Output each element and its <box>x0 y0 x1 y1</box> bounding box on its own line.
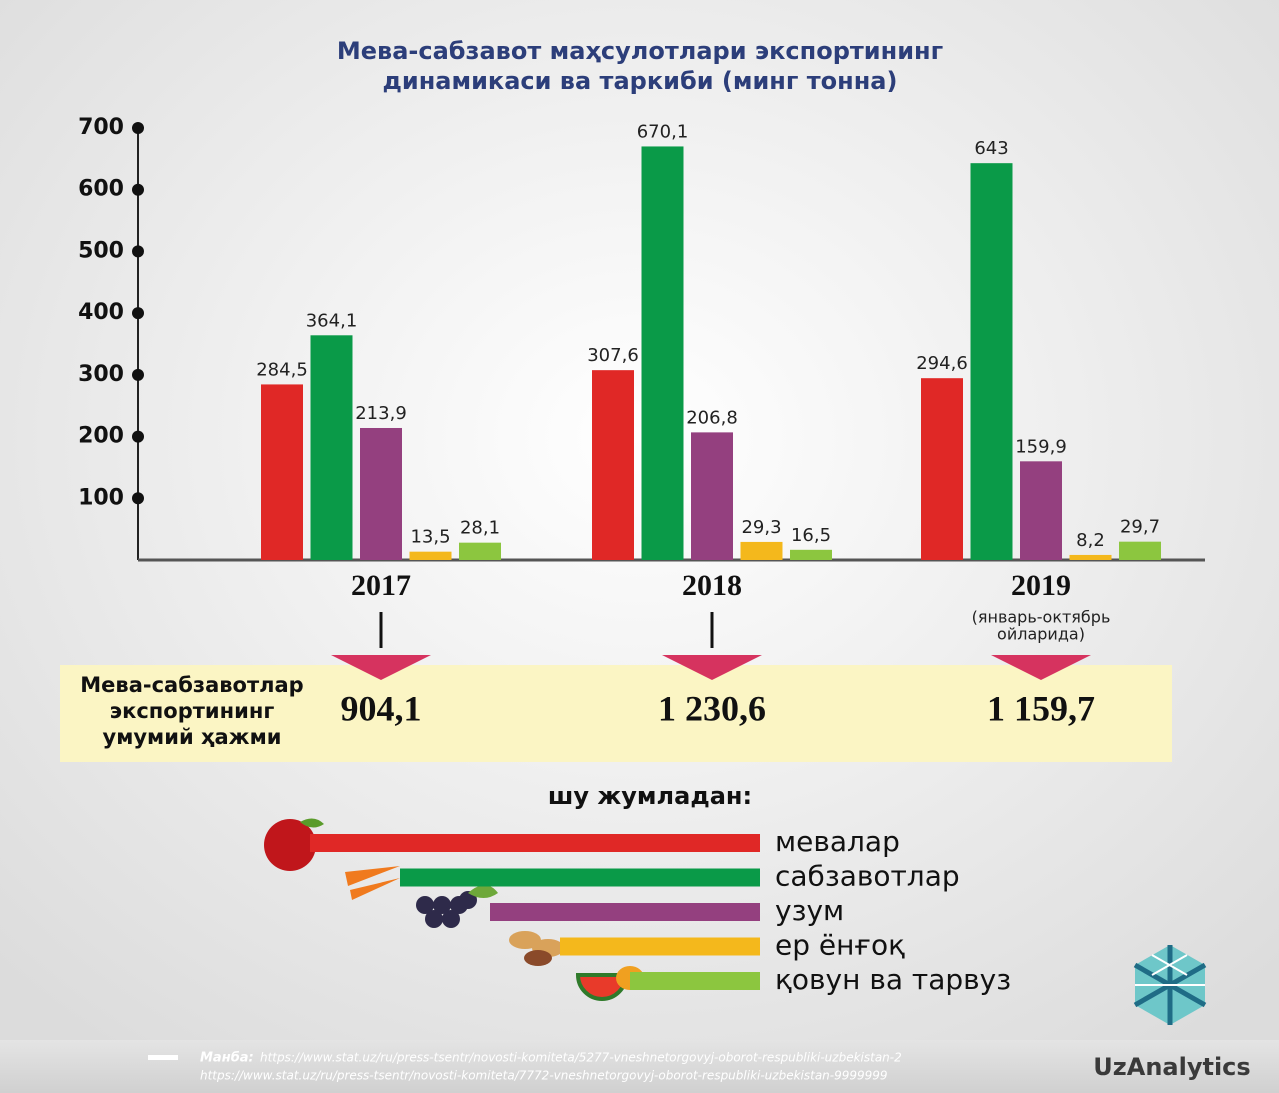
bar <box>921 378 963 560</box>
brand: UzAnalytics <box>1093 1053 1250 1081</box>
value-label: 13,5 <box>410 527 450 548</box>
value-label: 213,9 <box>355 403 407 424</box>
legend-swatch <box>560 938 760 956</box>
legend-swatch <box>630 972 760 990</box>
value-label: 284,5 <box>256 359 308 380</box>
total-value: 1 230,6 <box>658 688 766 728</box>
total-label: умумий ҳажми <box>103 725 282 749</box>
legend-swatch <box>490 903 760 921</box>
bar <box>741 542 783 560</box>
infographic: Мева-сабзавот маҳсулотлари экспортинингд… <box>0 0 1279 1093</box>
y-tick-label: 100 <box>78 485 124 510</box>
legend-title: шу жумладан: <box>548 782 752 810</box>
legend-label: мевалар <box>775 825 900 858</box>
source-url: https://www.stat.uz/ru/press-tsentr/novo… <box>260 1051 902 1065</box>
tick-mark <box>132 431 144 443</box>
y-tick-label: 500 <box>78 238 124 263</box>
bar <box>360 428 402 560</box>
bar <box>691 432 733 560</box>
legend-swatch <box>400 869 760 887</box>
bar <box>311 335 353 560</box>
y-tick-label: 400 <box>78 300 124 325</box>
apple-icon <box>264 819 316 871</box>
tick-mark <box>132 122 144 134</box>
legend-label: қовун ва тарвуз <box>775 963 1011 996</box>
total-label: Мева-сабзавотлар <box>80 673 303 697</box>
legend-label: сабзавотлар <box>775 860 960 893</box>
value-label: 364,1 <box>306 310 358 331</box>
value-label: 8,2 <box>1076 530 1105 551</box>
value-label: 16,5 <box>791 525 831 546</box>
y-tick-label: 600 <box>78 177 124 202</box>
footer-band <box>0 1040 1279 1093</box>
legend-label: узум <box>775 894 844 927</box>
chart-title: динамикаси ва таркиби (минг тонна) <box>383 67 898 95</box>
total-value: 1 159,7 <box>987 688 1095 728</box>
source-label: Манба: <box>200 1051 254 1066</box>
bar <box>261 384 303 560</box>
bar <box>642 146 684 560</box>
y-tick-label: 200 <box>78 424 124 449</box>
total-label: экспортининг <box>110 699 275 723</box>
value-label: 294,6 <box>916 353 968 374</box>
bar <box>971 163 1013 560</box>
value-label: 29,7 <box>1120 517 1160 538</box>
value-label: 29,3 <box>741 517 781 538</box>
value-label: 670,1 <box>637 121 689 142</box>
chart-title: Мева-сабзавот маҳсулотлари экспортининг <box>337 37 943 65</box>
tick-mark <box>132 307 144 319</box>
bar <box>1020 461 1062 560</box>
tick-mark <box>132 369 144 381</box>
bar <box>1119 542 1161 560</box>
tick-mark <box>132 492 144 504</box>
source-url: https://www.stat.uz/ru/press-tsentr/novo… <box>200 1069 888 1083</box>
y-tick-label: 700 <box>78 115 124 140</box>
value-label: 307,6 <box>587 345 639 366</box>
value-label: 28,1 <box>460 518 500 539</box>
x-tick-label: 2019 <box>1011 569 1071 602</box>
period-note: ойларида) <box>997 625 1085 644</box>
value-label: 159,9 <box>1015 436 1067 457</box>
y-tick-label: 300 <box>78 362 124 387</box>
value-label: 206,8 <box>686 407 738 428</box>
value-label: 643 <box>974 138 1008 159</box>
tick-mark <box>132 245 144 257</box>
x-tick-label: 2017 <box>351 569 411 602</box>
legend-label: ер ёнғоқ <box>775 929 905 962</box>
x-tick-label: 2018 <box>682 569 742 602</box>
bar <box>592 370 634 560</box>
legend-swatch <box>310 834 760 852</box>
bar <box>790 550 832 560</box>
bar <box>410 552 452 560</box>
total-value: 904,1 <box>341 688 422 728</box>
source-bullet <box>148 1055 178 1060</box>
bar <box>1070 555 1112 560</box>
tick-mark <box>132 184 144 196</box>
bar <box>459 543 501 560</box>
